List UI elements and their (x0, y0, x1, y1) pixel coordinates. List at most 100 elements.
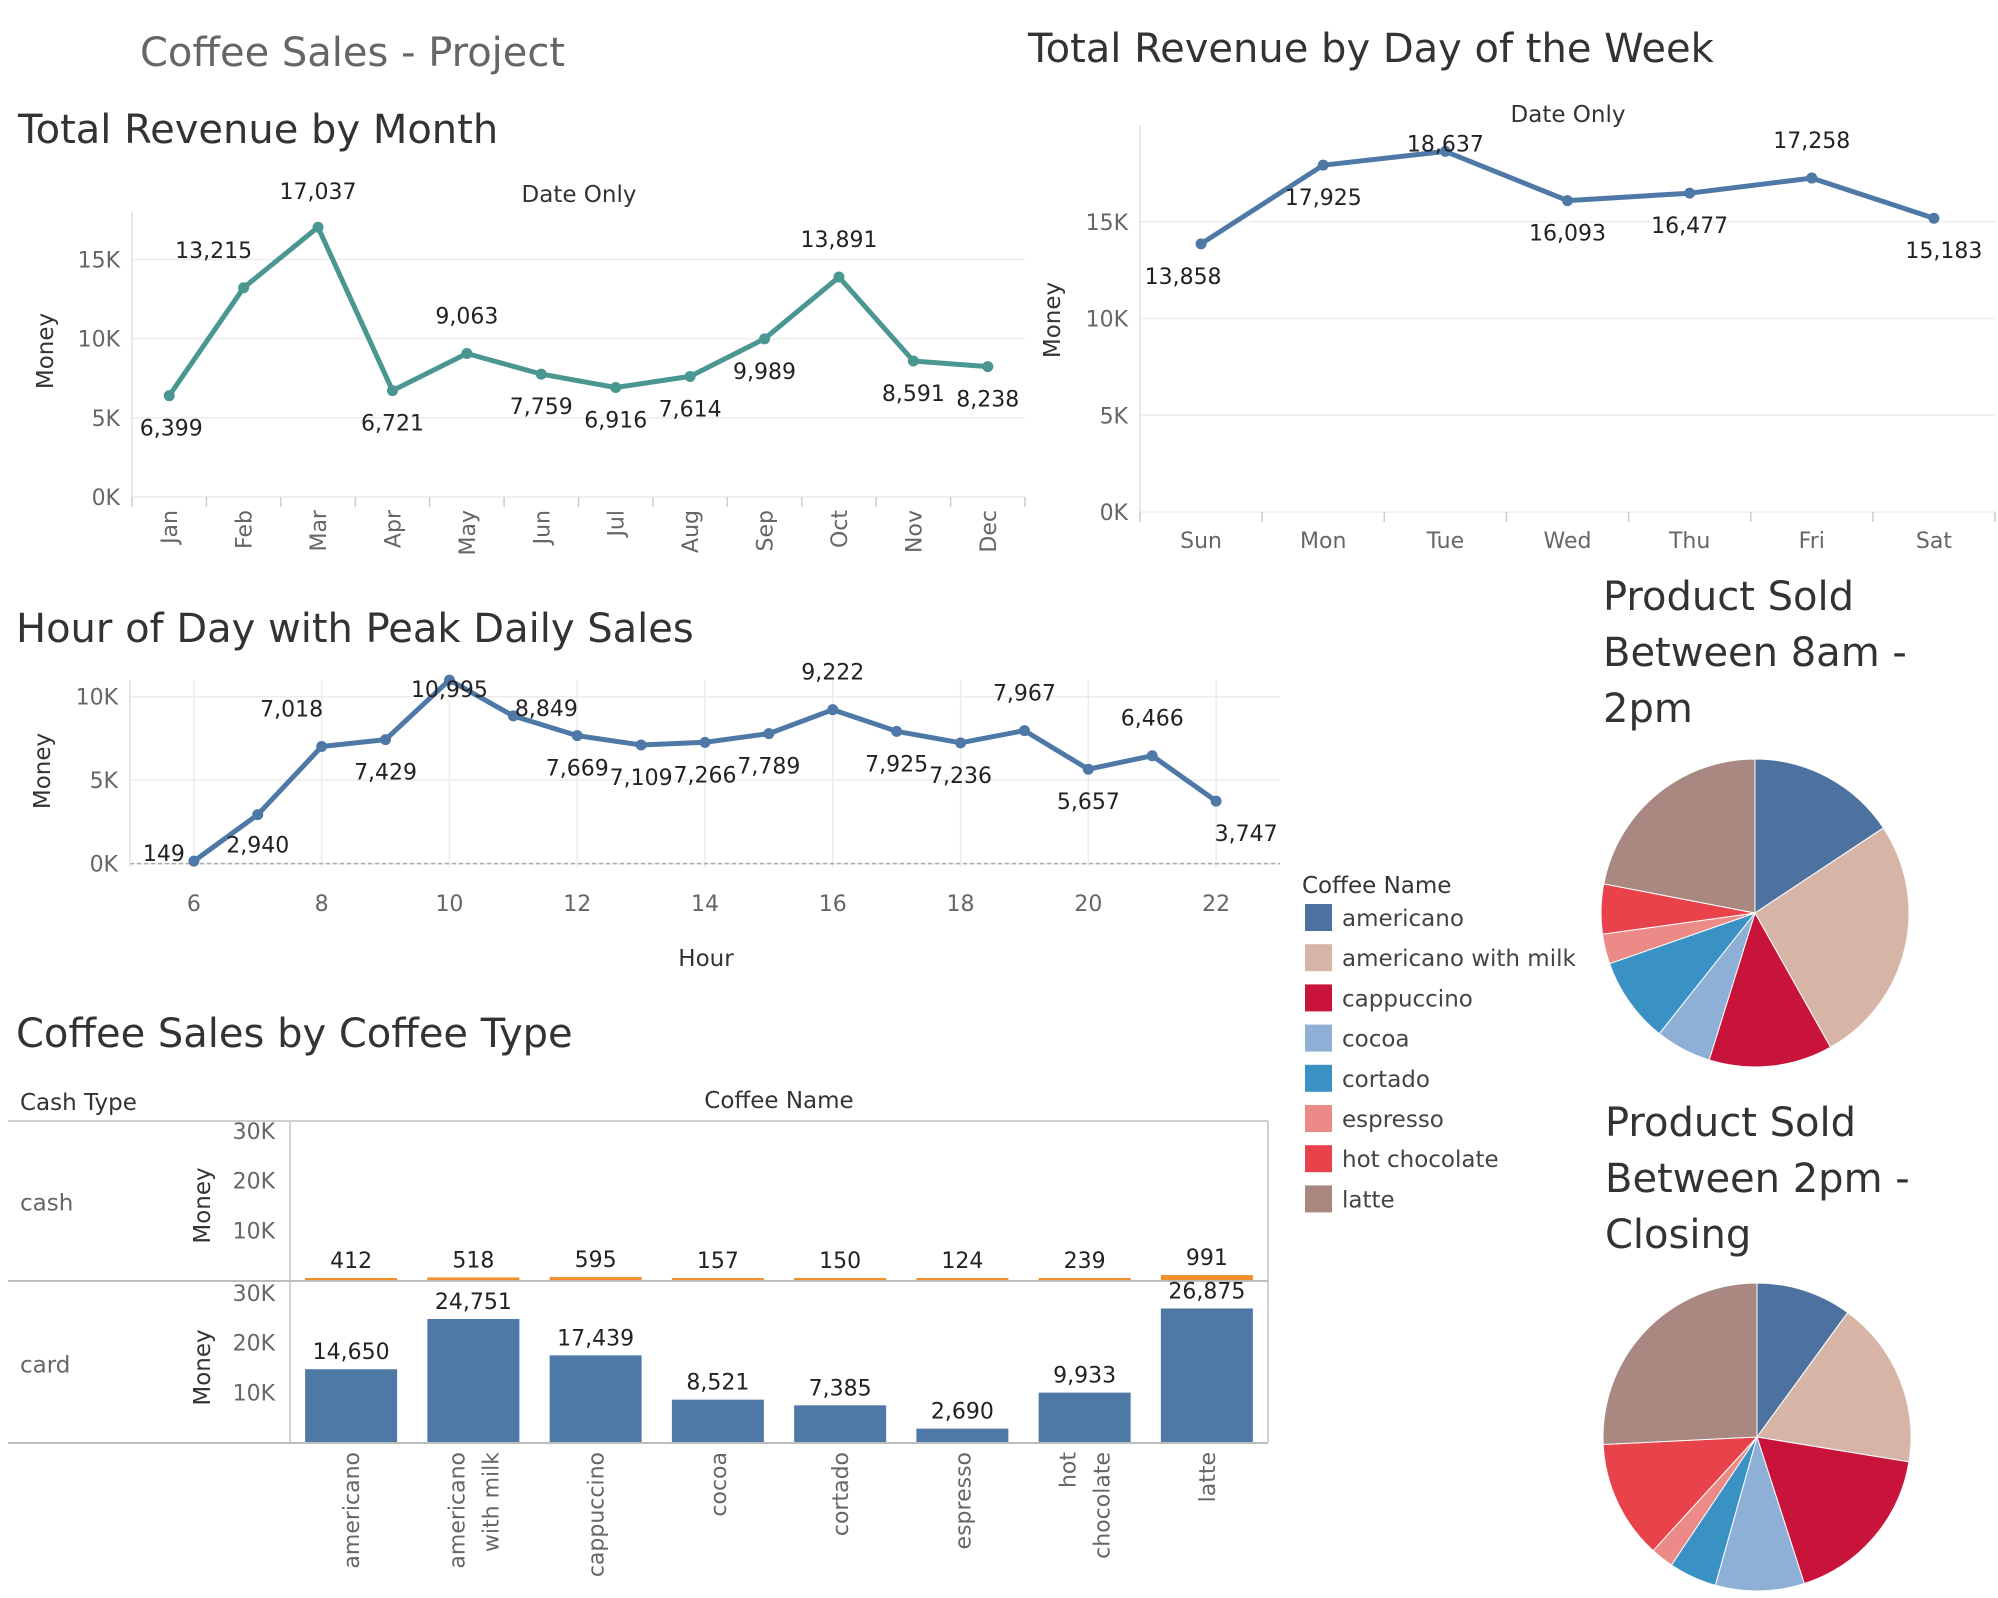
y-tick-label: 30K (233, 1120, 276, 1145)
data-label: 7,925 (865, 752, 928, 777)
x-tick-label: 6 (187, 892, 201, 917)
data-point (461, 348, 473, 360)
data-point (827, 704, 839, 716)
y-tick-label: 5K (1100, 404, 1129, 429)
legend-label: latte (1342, 1187, 1395, 1213)
legend-label: espresso (1342, 1107, 1444, 1133)
bar-value-label: 518 (452, 1248, 494, 1273)
bar-value-label: 124 (941, 1249, 983, 1274)
bar-card (671, 1399, 764, 1442)
bar-value-label: 7,385 (809, 1376, 872, 1401)
data-label: 6,916 (584, 408, 647, 433)
hourly-chart-title: Hour of Day with Peak Daily Sales (16, 606, 694, 652)
data-point (684, 370, 696, 382)
data-point (380, 734, 392, 746)
hourly-x-axis-label: Hour (678, 946, 734, 972)
data-label: 9,063 (435, 305, 498, 330)
data-point (238, 282, 250, 294)
pie-slice (1602, 1282, 1758, 1446)
pie-morning-title-line-2: Between 8am - (1603, 630, 1907, 676)
legend-label: cappuccino (1342, 986, 1473, 1012)
weekday-chart-title: Total Revenue by Day of the Week (1027, 26, 1715, 72)
legend-label: hot chocolate (1342, 1147, 1499, 1173)
x-tick-label: Nov (902, 510, 927, 553)
coffee-name-column-header: Coffee Name (704, 1088, 853, 1114)
legend-label: cocoa (1342, 1027, 1410, 1053)
data-point (759, 333, 771, 345)
data-label: 9,989 (733, 360, 796, 385)
bar-cash (305, 1277, 398, 1280)
data-point (982, 361, 994, 373)
monthly-revenue-chart: Total Revenue by Month Date Only Money 0… (17, 107, 1026, 555)
bar-card (549, 1355, 642, 1442)
data-point (610, 381, 622, 393)
data-label: 17,037 (280, 180, 357, 205)
data-point (1562, 195, 1573, 207)
category-label: cocoa (707, 1452, 732, 1517)
data-label: 6,466 (1121, 707, 1184, 732)
data-label: 7,669 (546, 757, 609, 782)
data-point (1928, 212, 1940, 224)
cash-type-row-header: Cash Type (20, 1090, 137, 1116)
row-y-axis-label: Money (190, 1329, 216, 1405)
data-point (443, 674, 455, 686)
x-tick-label: Sep (754, 510, 779, 551)
hourly-y-axis-label: Money (30, 733, 56, 809)
category-label: americano (445, 1452, 470, 1569)
data-label: 17,258 (1773, 129, 1850, 154)
data-point (312, 221, 324, 233)
data-point (1018, 725, 1030, 737)
bar-cash (916, 1278, 1009, 1280)
data-label: 10,995 (411, 678, 488, 703)
data-label: 13,891 (800, 228, 877, 253)
bar-card (305, 1369, 398, 1442)
x-tick-label: Wed (1544, 529, 1592, 554)
pie-morning-title-line-3: 2pm (1603, 686, 1693, 732)
data-label: 3,747 (1215, 822, 1278, 847)
hourly-sales-chart: Hour of Day with Peak Daily Sales Money … (16, 606, 1280, 972)
data-label: 8,591 (882, 382, 945, 407)
pie-slice (1754, 827, 1910, 1048)
bar-card (916, 1428, 1009, 1442)
coffee-type-plot-area: cash Money 10K 20K 30K 412 518 595 157 150 124 239 9… (8, 1120, 1269, 1577)
data-label: 7,236 (929, 764, 992, 789)
data-label: 7,018 (260, 697, 323, 722)
pie-slice (1603, 758, 1756, 914)
x-tick-label: May (456, 510, 481, 555)
y-tick-label: 10K (233, 1219, 276, 1244)
pie-slice (1754, 758, 1885, 914)
data-point (507, 710, 519, 722)
bar-cash (427, 1277, 520, 1280)
bar-cash (671, 1278, 764, 1280)
x-tick-label: Jul (605, 510, 630, 539)
data-label: 17,925 (1285, 186, 1362, 211)
data-label: 16,477 (1651, 214, 1728, 239)
pie-morning-title-line-1: Product Sold (1603, 574, 1854, 620)
x-tick-label: Jan (158, 510, 183, 546)
legend-swatch (1305, 1064, 1332, 1092)
x-tick-label: 10 (435, 892, 463, 917)
category-label: chocolate (1091, 1452, 1116, 1559)
category-label: cappuccino (585, 1452, 610, 1577)
monthly-plot-area: 0K 5K 10K 15K Jan Feb Mar Apr May Jun Jul Aug Sep Oct… (78, 180, 1026, 555)
data-label: 7,429 (354, 761, 417, 786)
legend-swatch (1305, 1024, 1332, 1052)
monthly-y-axis-label: Money (33, 313, 59, 389)
data-point (316, 740, 328, 752)
y-tick-label: 5K (90, 769, 119, 794)
data-point (833, 271, 845, 283)
x-tick-label: 18 (947, 892, 975, 917)
dashboard-title: Coffee Sales - Project (140, 30, 565, 76)
pie-slice (1756, 1436, 1910, 1585)
y-tick-label: 20K (233, 1170, 276, 1195)
data-label: 16,093 (1529, 222, 1606, 247)
x-tick-label: Aug (679, 510, 704, 553)
data-point (1195, 238, 1207, 250)
y-tick-label: 30K (233, 1282, 276, 1307)
y-tick-label: 10K (1086, 308, 1129, 333)
data-point (1082, 763, 1094, 775)
y-tick-label: 10K (78, 328, 121, 353)
x-tick-label: Fri (1799, 529, 1825, 554)
x-tick-label: 12 (563, 892, 591, 917)
